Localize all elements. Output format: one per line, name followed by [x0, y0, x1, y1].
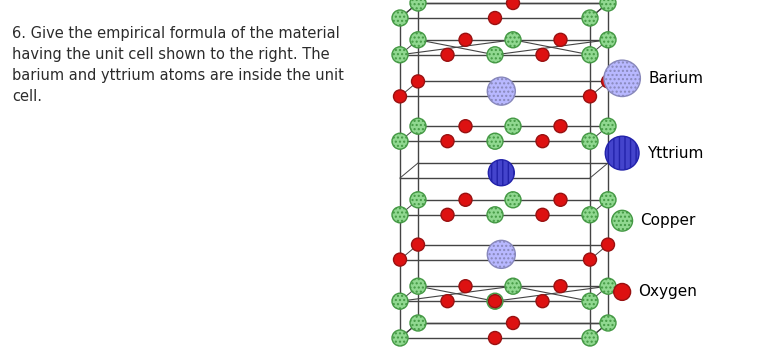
Circle shape [488, 331, 501, 345]
Circle shape [459, 193, 472, 206]
Circle shape [505, 118, 521, 134]
Circle shape [605, 136, 639, 170]
Circle shape [601, 238, 614, 251]
Circle shape [554, 120, 567, 133]
Circle shape [393, 90, 407, 103]
Circle shape [600, 278, 616, 294]
Circle shape [600, 32, 616, 48]
Circle shape [488, 160, 514, 186]
Circle shape [487, 133, 503, 149]
Circle shape [554, 33, 567, 46]
Circle shape [410, 118, 426, 134]
Circle shape [459, 33, 472, 46]
Circle shape [392, 207, 408, 223]
Circle shape [488, 11, 501, 25]
Circle shape [536, 135, 549, 148]
Circle shape [600, 0, 616, 11]
Circle shape [393, 253, 407, 266]
Circle shape [411, 75, 424, 88]
Text: Oxygen: Oxygen [638, 284, 698, 299]
Circle shape [410, 278, 426, 294]
Circle shape [487, 77, 515, 105]
Circle shape [554, 280, 567, 293]
Circle shape [601, 75, 614, 88]
Circle shape [600, 192, 616, 208]
Circle shape [584, 253, 597, 266]
Circle shape [507, 0, 520, 10]
Text: Copper: Copper [641, 213, 696, 228]
Circle shape [487, 293, 503, 309]
Circle shape [410, 0, 426, 11]
Circle shape [487, 47, 503, 63]
Circle shape [392, 330, 408, 346]
Circle shape [611, 210, 633, 231]
Circle shape [582, 330, 598, 346]
Circle shape [554, 193, 567, 206]
Circle shape [584, 90, 597, 103]
Circle shape [392, 47, 408, 63]
Circle shape [600, 118, 616, 134]
Circle shape [441, 48, 454, 61]
Circle shape [441, 295, 454, 308]
Circle shape [536, 208, 549, 221]
Circle shape [392, 133, 408, 149]
Circle shape [459, 120, 472, 133]
Circle shape [582, 293, 598, 309]
Circle shape [411, 238, 424, 251]
Circle shape [582, 10, 598, 26]
Text: 6. Give the empirical formula of the material
having the unit cell shown to the : 6. Give the empirical formula of the mat… [12, 26, 344, 104]
Text: Barium: Barium [648, 71, 703, 86]
Circle shape [487, 207, 503, 223]
Circle shape [410, 192, 426, 208]
Circle shape [582, 47, 598, 63]
Circle shape [507, 316, 520, 330]
Circle shape [459, 280, 472, 293]
Circle shape [441, 208, 454, 221]
Circle shape [505, 192, 521, 208]
Text: Yttrium: Yttrium [647, 146, 704, 161]
Circle shape [614, 283, 631, 300]
Circle shape [487, 240, 515, 268]
Circle shape [392, 10, 408, 26]
Circle shape [600, 315, 616, 331]
Circle shape [441, 135, 454, 148]
Circle shape [536, 48, 549, 61]
Circle shape [505, 278, 521, 294]
Circle shape [604, 60, 641, 96]
Circle shape [410, 315, 426, 331]
Circle shape [505, 32, 521, 48]
Circle shape [392, 293, 408, 309]
Circle shape [582, 133, 598, 149]
Circle shape [536, 295, 549, 308]
Circle shape [410, 32, 426, 48]
Circle shape [582, 207, 598, 223]
Circle shape [488, 295, 501, 308]
